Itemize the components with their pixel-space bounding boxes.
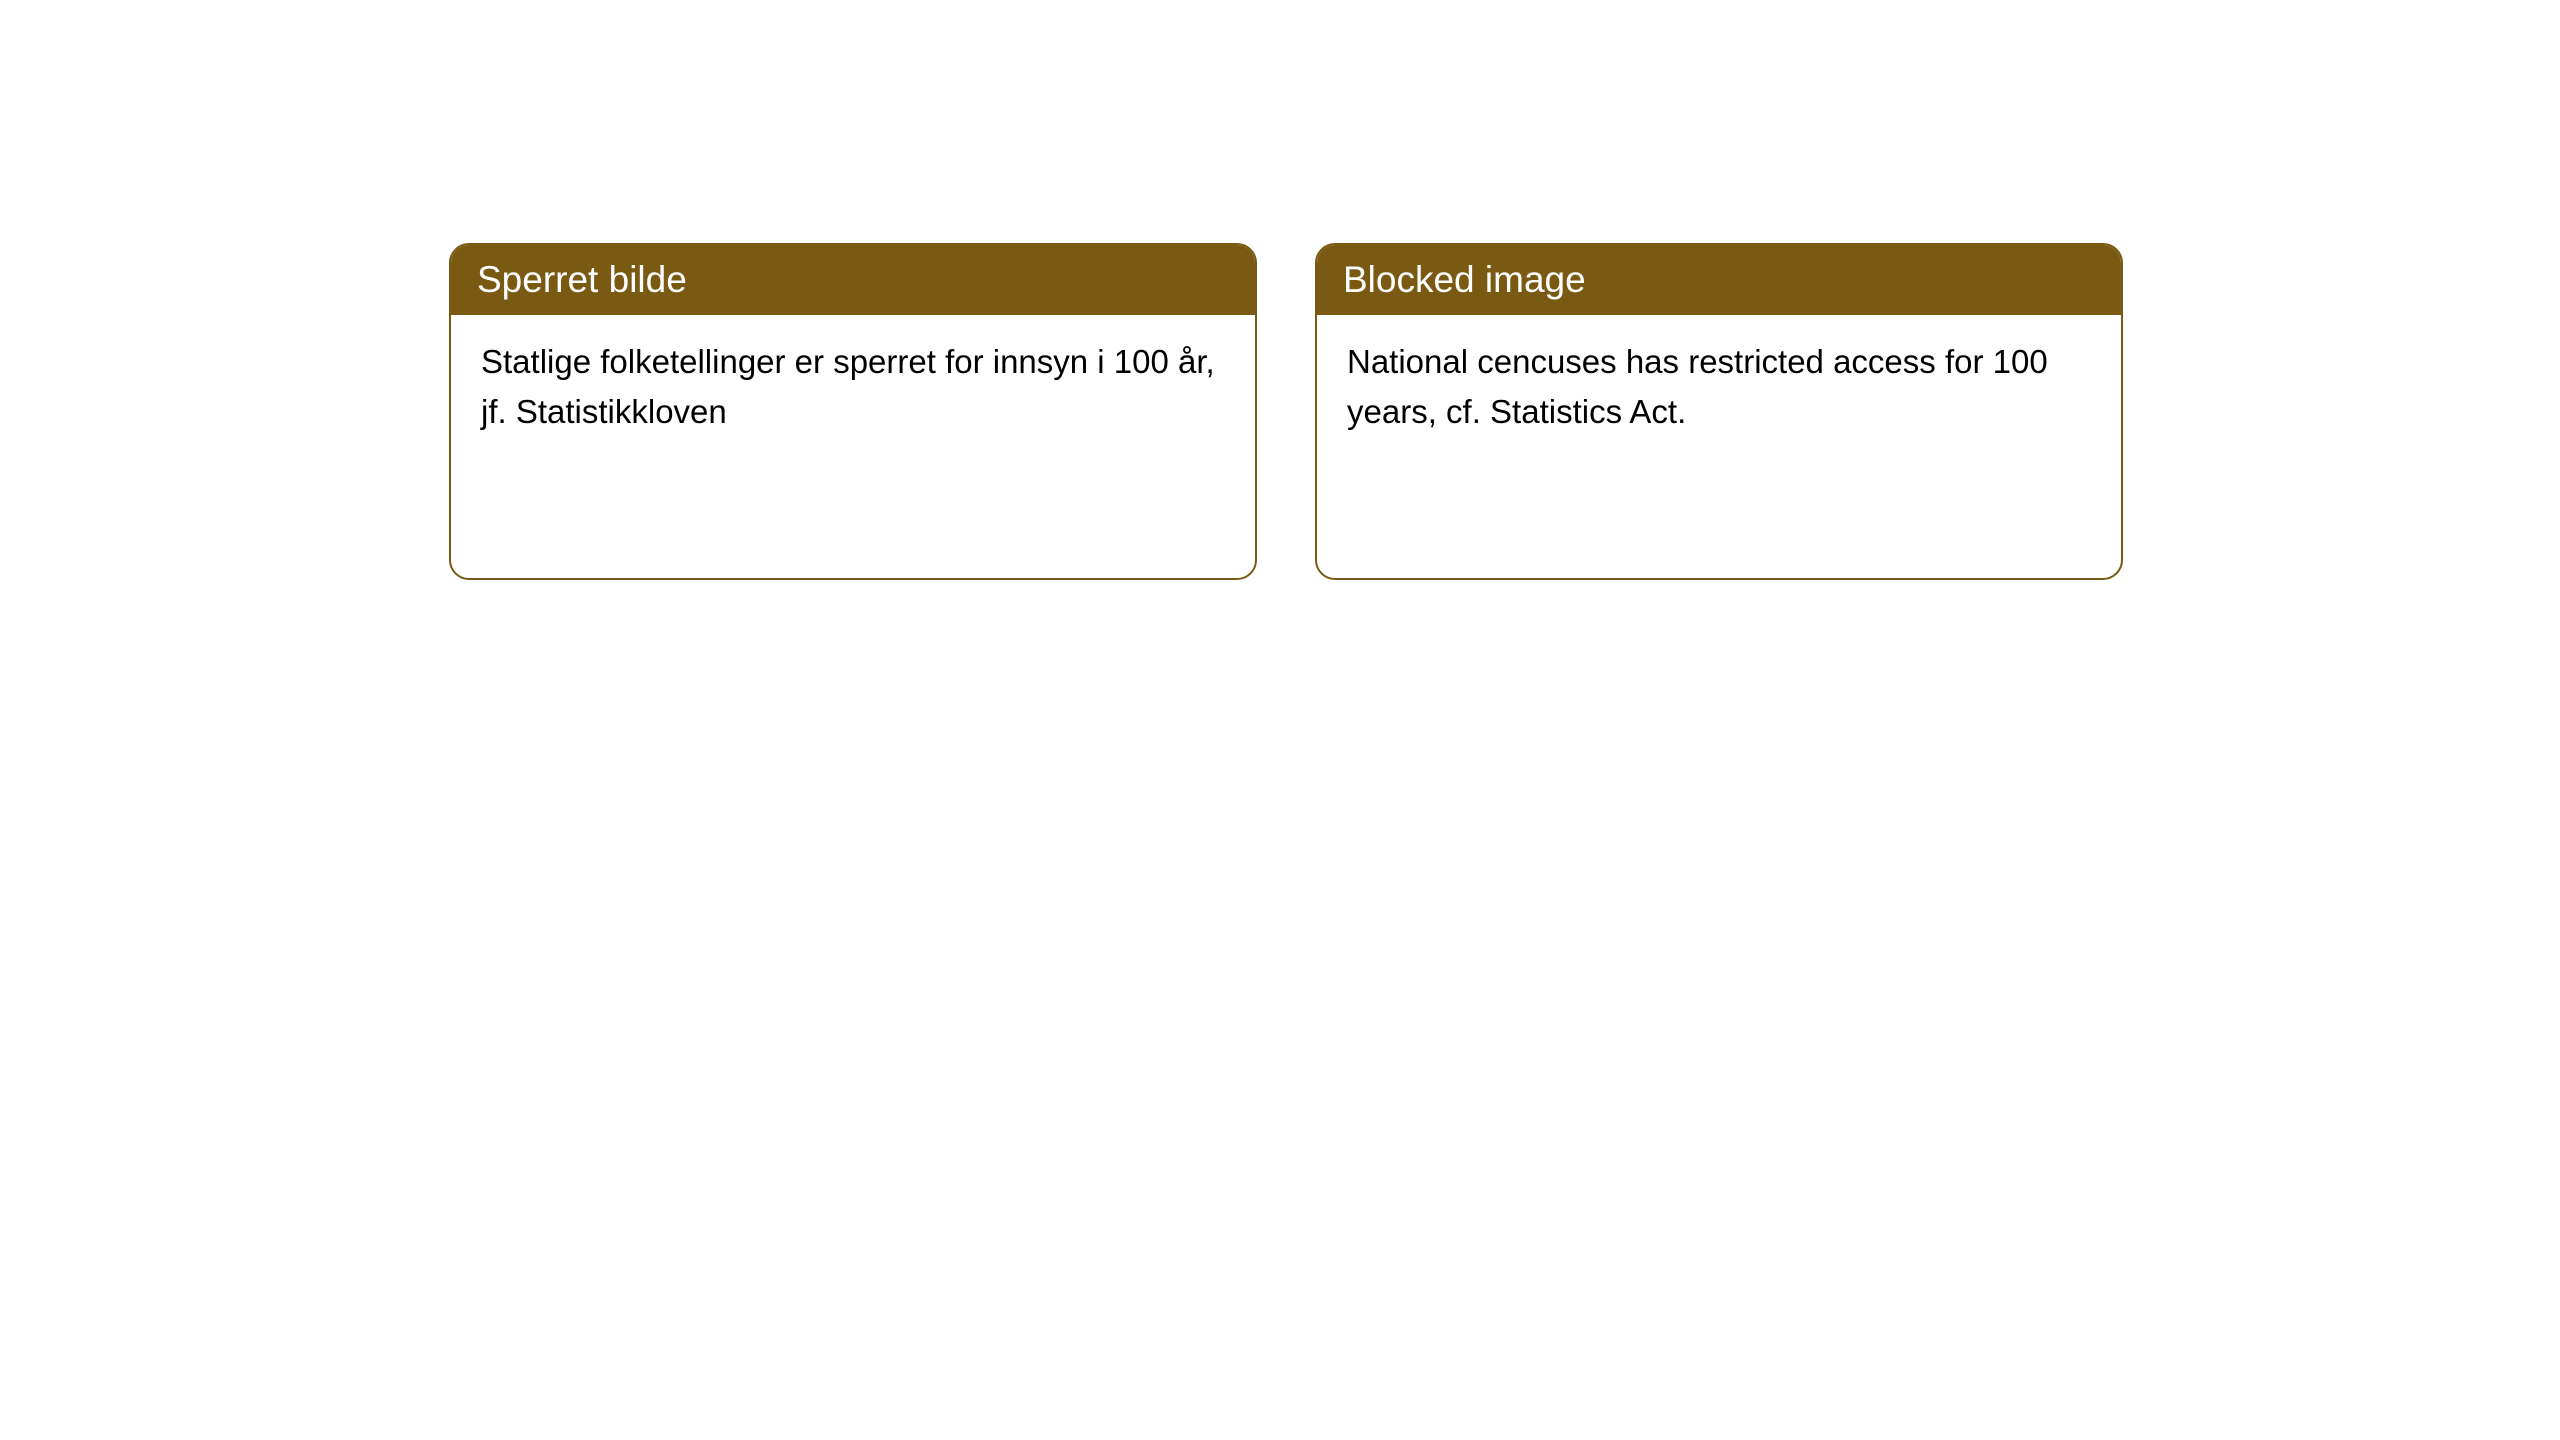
notice-card-norwegian: Sperret bilde Statlige folketellinger er… (449, 243, 1257, 580)
notice-card-title: Blocked image (1343, 259, 1586, 300)
notice-card-body: National cencuses has restricted access … (1317, 315, 2121, 458)
notice-card-body: Statlige folketellinger er sperret for i… (451, 315, 1255, 458)
notice-card-header: Sperret bilde (451, 245, 1255, 315)
notice-card-text: Statlige folketellinger er sperret for i… (481, 343, 1215, 430)
notice-card-text: National cencuses has restricted access … (1347, 343, 2048, 430)
notice-card-header: Blocked image (1317, 245, 2121, 315)
notice-card-english: Blocked image National cencuses has rest… (1315, 243, 2123, 580)
notice-card-title: Sperret bilde (477, 259, 687, 300)
notice-container: Sperret bilde Statlige folketellinger er… (449, 243, 2123, 580)
